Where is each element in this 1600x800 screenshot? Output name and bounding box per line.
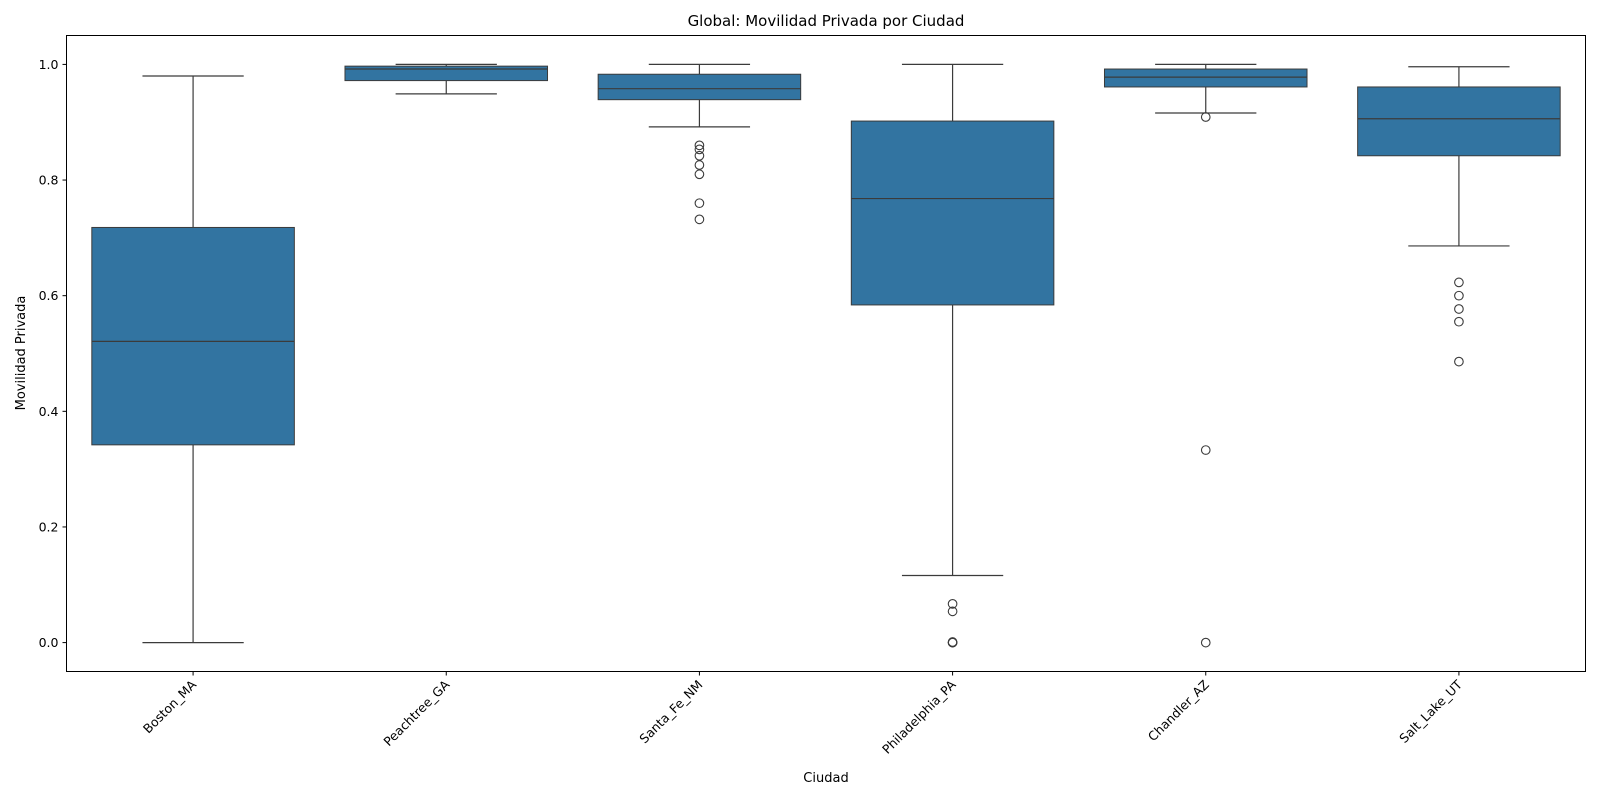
outlier-point (694, 144, 705, 155)
y-tick-label: 0.4 (39, 404, 59, 419)
x-tick-label: Boston_MA (140, 677, 200, 737)
y-axis: 0.0 0.2 0.4 0.6 0.8 1.0 (39, 57, 67, 650)
box-group-Peachtree_GA (344, 63, 549, 95)
x-tick-label: Chandler_AZ (1145, 677, 1212, 744)
y-tick-label: 0.0 (39, 635, 59, 650)
box-group-Boston_MA (91, 75, 295, 644)
outlier-point (694, 160, 705, 170)
x-axis: Boston_MA Peachtree_GA Santa_Fe_NM Philadel… (140, 671, 1465, 757)
box-iqr (1103, 68, 1308, 88)
x-tick-label: Salt_Lake_UT (1396, 677, 1465, 746)
outlier-point (1454, 290, 1464, 301)
box-iqr (91, 226, 295, 446)
outlier-point (947, 599, 958, 609)
y-axis-label: Movilidad Privada (14, 296, 29, 411)
outlier-point (1454, 356, 1464, 367)
outlier-point (1454, 316, 1464, 327)
box-iqr (1357, 86, 1561, 157)
outlier-point (694, 150, 705, 161)
outlier-point (1454, 304, 1464, 314)
box-group-Philadelphia_PA (850, 63, 1055, 648)
outlier-point (694, 214, 705, 225)
outlier-point (1200, 637, 1211, 648)
outlier-point (694, 140, 705, 151)
box-group-Santa_Fe_NM (597, 63, 802, 225)
outlier-point (1200, 112, 1211, 122)
plot-area (91, 63, 1561, 648)
box-group-Salt_Lake_UT (1357, 66, 1561, 367)
outlier-point (694, 169, 705, 180)
chart-title: Global: Movilidad Privada por Ciudad (688, 12, 965, 30)
y-tick-label: 0.6 (39, 288, 59, 303)
box-iqr (344, 65, 549, 82)
outlier-point (1454, 277, 1464, 288)
outlier-point (1200, 445, 1211, 455)
box-group-Chandler_AZ (1103, 63, 1308, 648)
y-tick-label: 0.2 (39, 519, 59, 534)
x-axis-label: Ciudad (803, 771, 848, 786)
y-tick-label: 1.0 (39, 57, 59, 72)
box-iqr (850, 120, 1055, 306)
outlier-point (694, 198, 705, 209)
x-tick-label: Philadelphia_PA (879, 677, 959, 757)
x-tick-label: Santa_Fe_NM (636, 677, 705, 746)
outlier-point (947, 637, 958, 648)
x-tick-label: Peachtree_GA (380, 677, 452, 749)
plot-frame (66, 35, 1586, 672)
y-tick-label: 0.8 (39, 173, 59, 188)
outlier-point (947, 606, 958, 617)
box-iqr (597, 73, 802, 101)
